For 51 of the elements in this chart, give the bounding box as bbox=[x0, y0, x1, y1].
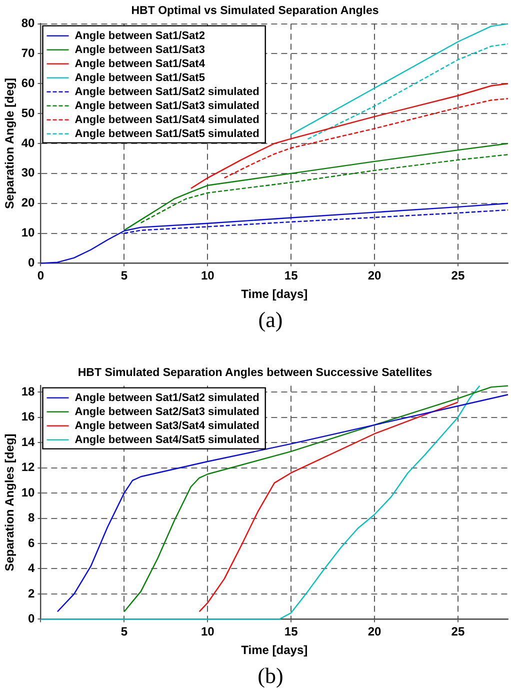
legend-label: Angle between Sat1/Sat5 simulated bbox=[74, 128, 260, 140]
y-axis-title: Separation Angles [deg] bbox=[2, 434, 17, 572]
y-tick-label: 10 bbox=[21, 226, 36, 240]
legend-label: Angle between Sat1/Sat5 bbox=[74, 72, 205, 84]
y-tick-label: 40 bbox=[21, 136, 36, 150]
y-axis-title: Separation Angle [deg] bbox=[2, 78, 17, 209]
x-axis-title: Time [days] bbox=[241, 643, 308, 658]
chart-title: HBT Simulated Separation Angles between Successive Satellites bbox=[78, 367, 432, 380]
y-tick-label: 60 bbox=[21, 76, 36, 90]
y-tick-label: 18 bbox=[21, 384, 36, 398]
text: (b) bbox=[256, 662, 284, 690]
x-tick-label: 15 bbox=[284, 624, 298, 639]
y-tick-label: 30 bbox=[21, 166, 36, 180]
y-tick-label: 12 bbox=[21, 460, 36, 474]
legend-label: Angle between Sat1/Sat3 simulated bbox=[74, 100, 260, 112]
y-tick-label: 10 bbox=[21, 485, 36, 500]
x-axis-title: Time [days] bbox=[241, 287, 308, 302]
x-tick-label: 5 bbox=[120, 624, 128, 639]
y-tick-label: 16 bbox=[21, 410, 36, 424]
x-tick-label: 20 bbox=[368, 624, 382, 639]
y-tick-label: 20 bbox=[21, 196, 36, 210]
x-tick-label: 10 bbox=[200, 268, 215, 283]
x-tick-label: 15 bbox=[284, 268, 298, 283]
y-tick-label: 0 bbox=[28, 256, 36, 270]
x-tick-label: 25 bbox=[451, 268, 465, 283]
legend-label: Angle between Sat1/Sat2 simulated bbox=[74, 86, 260, 98]
x-tick-label: 10 bbox=[200, 624, 215, 639]
x-tick-label: 20 bbox=[368, 268, 382, 283]
y-tick-label: 2 bbox=[28, 586, 36, 600]
legend-label: Angle between Sat2/Sat3 simulated bbox=[74, 406, 260, 418]
y-tick-label: 80 bbox=[21, 16, 36, 30]
legend-label: Angle between Sat1/Sat4 bbox=[74, 58, 206, 70]
legend-label: Angle between Sat1/Sat2 simulated bbox=[74, 392, 260, 404]
x-tick-label: 0 bbox=[37, 268, 44, 283]
legend-label: Angle between Sat1/Sat3 bbox=[74, 44, 205, 56]
legend-label: Angle between Sat1/Sat4 simulated bbox=[74, 114, 260, 126]
y-tick-label: 50 bbox=[21, 106, 36, 120]
x-tick-label: 5 bbox=[120, 268, 128, 283]
y-tick-label: 6 bbox=[28, 536, 36, 550]
chart-title: HBT Optimal vs Simulated Separation Angles bbox=[131, 5, 379, 18]
y-tick-label: 4 bbox=[28, 561, 36, 576]
x-tick-label: 25 bbox=[451, 624, 465, 639]
y-tick-label: 0 bbox=[28, 612, 36, 626]
line-series bbox=[307, 43, 509, 140]
text: (a) bbox=[257, 306, 284, 334]
y-tick-label: 8 bbox=[28, 510, 36, 525]
legend-label: Angle between Sat3/Sat4 simulated bbox=[74, 420, 260, 432]
y-tick-label: 70 bbox=[21, 46, 36, 60]
legend-label: Angle between Sat1/Sat2 bbox=[74, 30, 205, 42]
legend-label: Angle between Sat4/Sat5 simulated bbox=[74, 434, 260, 446]
y-tick-label: 14 bbox=[21, 434, 36, 449]
